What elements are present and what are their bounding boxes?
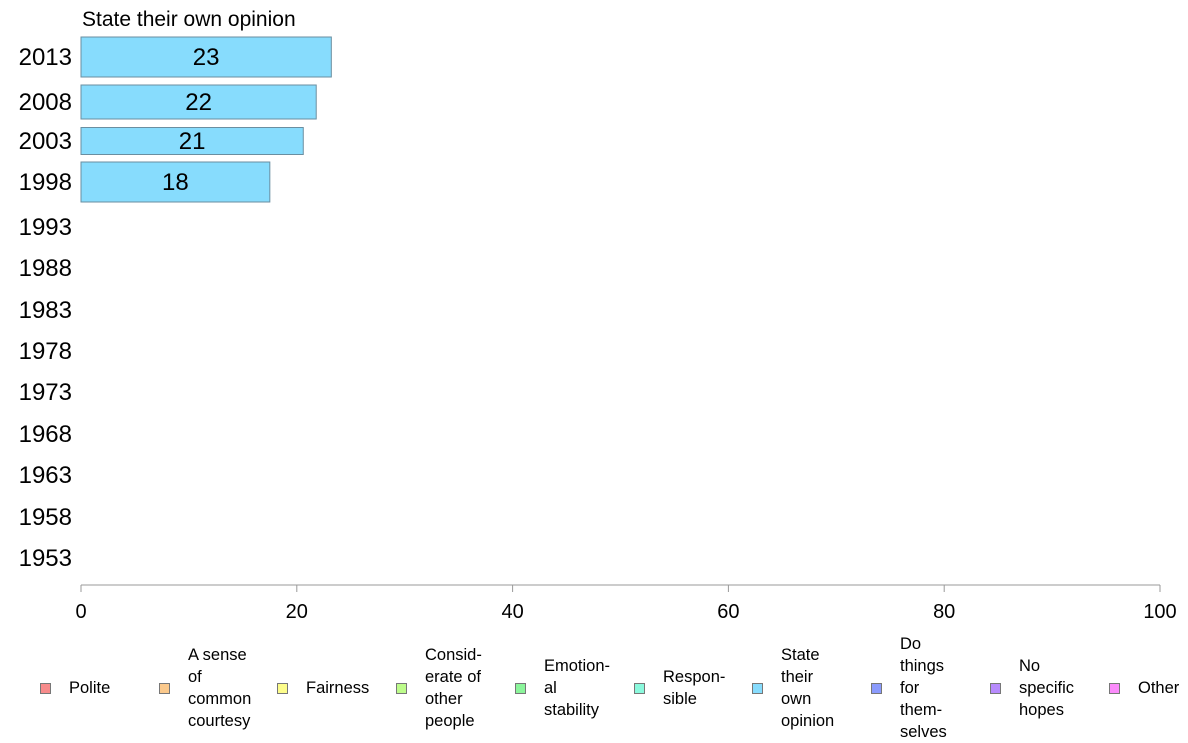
y-tick-label-1963: 1963 <box>19 462 72 489</box>
legend-swatch <box>396 682 407 694</box>
legend-swatch <box>871 682 882 694</box>
legend-label: Consid- erate of other people <box>425 646 482 730</box>
legend-label: Polite <box>69 679 111 697</box>
legend-swatch <box>515 682 526 694</box>
y-tick-label-2008: 2008 <box>19 89 72 116</box>
x-tick-label-0: 0 <box>75 601 86 623</box>
legend-swatch <box>159 682 170 694</box>
chart-title: State their own opinion <box>82 8 296 31</box>
data-label-2013: 23 <box>193 44 220 71</box>
y-axis-labels: 2013 2008 2003 1998 1993 1988 1983 1978 1973 1968… <box>19 44 72 572</box>
legend-item-3: Consid- erate of other people <box>396 644 482 732</box>
legend-swatch <box>1109 682 1120 694</box>
legend-label: State their own opinion <box>781 646 835 730</box>
legend-swatch <box>40 682 51 694</box>
y-tick-label-1978: 1978 <box>19 338 72 365</box>
legend-item-9: Other <box>1109 677 1179 699</box>
y-tick-label-1988: 1988 <box>19 255 72 282</box>
legend-label: Fairness <box>306 679 370 697</box>
y-tick-label-1958: 1958 <box>19 504 72 531</box>
y-tick-label-2003: 2003 <box>19 128 72 155</box>
legend-item-8: No specific hopes <box>990 655 1074 721</box>
bar-1998 <box>80 161 271 203</box>
bar-2008 <box>80 84 317 120</box>
legend-swatch <box>752 682 763 694</box>
y-tick-label-1953: 1953 <box>19 545 72 572</box>
bar-2003 <box>80 127 304 155</box>
legend-item-0: Polite <box>40 677 110 699</box>
data-label-1998: 18 <box>162 169 189 196</box>
legend-item-4: Emotion- al stability <box>515 655 610 721</box>
y-tick-label-2013: 2013 <box>19 44 72 71</box>
legend-swatch <box>634 682 645 694</box>
bars-layer: 23 22 21 18 <box>80 36 332 203</box>
y-tick-label-1998: 1998 <box>19 169 72 196</box>
legend-label: Do things for them- selves <box>900 635 947 741</box>
legend-item-6: State their own opinion <box>752 644 834 732</box>
x-tick-label-40: 40 <box>501 601 523 623</box>
x-tick-label-80: 80 <box>933 601 955 623</box>
x-tick-label-100: 100 <box>1143 601 1176 623</box>
x-tick-label-20: 20 <box>286 601 308 623</box>
legend-swatch <box>277 682 288 694</box>
data-label-2003: 21 <box>179 128 206 155</box>
x-tick-label-60: 60 <box>717 601 739 623</box>
legend-label: A sense of common courtesy <box>188 646 252 730</box>
legend-item-2: Fairness <box>277 677 369 699</box>
legend-item-7: Do things for them- selves <box>871 633 947 743</box>
legend-item-5: Respon- sible <box>634 666 725 710</box>
y-tick-label-1993: 1993 <box>19 214 72 241</box>
legend-item-1: A sense of common courtesy <box>159 644 251 732</box>
legend-label: No specific hopes <box>1019 657 1075 719</box>
bar-2013 <box>80 36 332 78</box>
legend-label: Respon- sible <box>663 668 726 708</box>
legend-label: Emotion- al stability <box>544 657 611 719</box>
x-axis: 0 20 40 60 80 100 <box>75 584 1177 623</box>
legend-swatch <box>990 682 1001 694</box>
data-label-2008: 22 <box>185 89 212 116</box>
y-tick-label-1983: 1983 <box>19 297 72 324</box>
y-tick-label-1973: 1973 <box>19 379 72 406</box>
legend-label: Other <box>1138 679 1180 697</box>
y-tick-label-1968: 1968 <box>19 421 72 448</box>
